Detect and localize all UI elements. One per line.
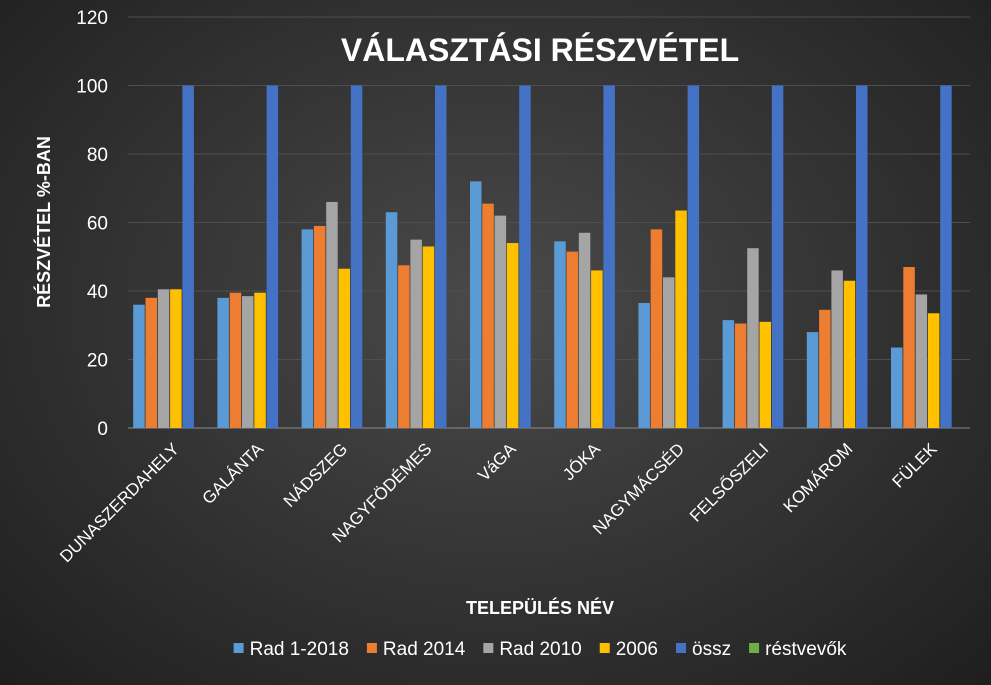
bar-össz-0: [182, 85, 194, 428]
bar-rad-2010-2: [326, 201, 338, 428]
bar-rad-2014-1: [229, 292, 242, 428]
legend-swatch: [233, 643, 244, 653]
bar-rad-2014-0: [145, 297, 157, 428]
bar-össz-5: [603, 85, 615, 428]
bar-rad-1-2018-7: [722, 320, 735, 428]
bar-rad-2014-2: [313, 225, 326, 428]
bar-rad-1-2018-9: [891, 347, 903, 428]
x-category-label: FELSŐSZELI: [686, 439, 772, 525]
bar-rad-1-2018-2: [301, 229, 314, 428]
legend-item-2006: 2006: [599, 639, 658, 660]
x-axis-title: TELEPÜLÉS NÉV: [466, 597, 614, 618]
legend-item-össz: össz: [676, 639, 731, 660]
bar-össz-1: [266, 85, 279, 428]
y-tick-label: 20: [87, 351, 108, 372]
bar-rad-2010-1: [242, 296, 254, 428]
bar-rad-2010-8: [831, 270, 843, 428]
bar-rad-2014-3: [398, 265, 410, 428]
bar-rad-2014-4: [482, 203, 494, 428]
bar-össz-8: [856, 85, 868, 428]
legend-label: össz: [692, 639, 731, 660]
x-category-label: JÓKA: [559, 439, 604, 484]
bar-rad-2010-7: [747, 248, 759, 428]
bar-2006-0: [170, 289, 182, 428]
bar-rad-2010-9: [915, 294, 928, 428]
y-tick-label: 120: [76, 8, 108, 29]
x-category-label: FÜLEK: [889, 439, 942, 492]
bar-rad-2010-3: [410, 239, 422, 428]
bar-2006-2: [338, 268, 350, 428]
bar-2006-6: [675, 210, 687, 428]
bar-2006-1: [254, 292, 266, 428]
bar-össz-9: [940, 85, 952, 428]
legend-item-réstvevők: réstvevők: [749, 639, 847, 660]
bar-rad-1-2018-0: [133, 304, 145, 428]
bar-rad-1-2018-5: [554, 241, 566, 428]
x-category-label: NAGYMÁCSÉD: [589, 439, 688, 538]
bar-2006-8: [843, 280, 856, 428]
bar-rad-2014-8: [819, 309, 831, 428]
bar-össz-4: [519, 85, 531, 428]
bar-2006-7: [759, 321, 771, 428]
bar-rad-2010-6: [663, 277, 675, 428]
x-category-label: GALÁNTA: [198, 439, 267, 508]
y-axis-title: RÉSZVÉTEL %-BAN: [33, 136, 54, 308]
legend-swatch: [749, 643, 760, 653]
legend-item-rad-2010: Rad 2010: [483, 639, 582, 660]
legend: Rad 1-2018 Rad 2014 Rad 2010 2006 össz réstve…: [233, 639, 847, 660]
x-category-label: VáGA: [474, 439, 520, 485]
x-category-label: KOMÁROM: [780, 439, 857, 516]
legend-item-rad-2014: Rad 2014: [366, 639, 466, 660]
bar-rad-1-2018-3: [385, 212, 398, 428]
y-tick-label: 40: [87, 282, 108, 303]
bar-össz-6: [687, 85, 700, 428]
legend-label: Rad 1-2018: [250, 639, 349, 660]
bar-rad-2010-0: [157, 289, 170, 428]
bar-rad-2010-5: [578, 232, 591, 428]
legend-item-rad-1-2018: Rad 1-2018: [233, 639, 349, 660]
bar-össz-3: [435, 85, 447, 428]
bar-rad-1-2018-6: [638, 302, 650, 428]
bar-2006-5: [591, 270, 603, 428]
y-tick-label: 0: [97, 419, 108, 440]
legend-label: Rad 2010: [499, 639, 581, 660]
bar-rad-2014-6: [650, 229, 663, 428]
legend-swatch: [676, 643, 686, 653]
legend-swatch: [366, 643, 377, 653]
y-tick-label: 100: [76, 77, 108, 98]
bar-rad-1-2018-8: [806, 332, 819, 428]
bar-2006-4: [506, 243, 519, 428]
bar-2006-3: [422, 246, 435, 428]
bars: [133, 85, 952, 428]
bar-rad-1-2018-1: [217, 297, 229, 428]
bar-rad-2010-4: [494, 215, 507, 428]
bar-rad-1-2018-4: [470, 181, 482, 428]
legend-label: Rad 2014: [383, 639, 466, 660]
x-category-label: DUNASZERDAHELY: [56, 439, 183, 566]
bar-össz-7: [771, 85, 784, 428]
bar-2006-9: [927, 313, 940, 428]
x-category-label: NÁDSZEG: [280, 439, 352, 511]
y-tick-label: 80: [87, 145, 108, 166]
legend-swatch: [483, 643, 494, 653]
legend-label: 2006: [616, 639, 658, 660]
y-axis-ticks: 0 20 40 60 80 100 120: [76, 8, 108, 440]
chart-title: VÁLASZTÁSI RÉSZVÉTEL: [341, 32, 739, 68]
bar-össz-2: [350, 85, 363, 428]
y-tick-label: 60: [87, 214, 108, 235]
legend-label: réstvevők: [765, 639, 847, 660]
bar-rad-2014-7: [734, 323, 747, 428]
legend-swatch: [599, 643, 610, 653]
bar-rad-2014-9: [903, 267, 915, 428]
bar-rad-2014-5: [566, 251, 578, 428]
